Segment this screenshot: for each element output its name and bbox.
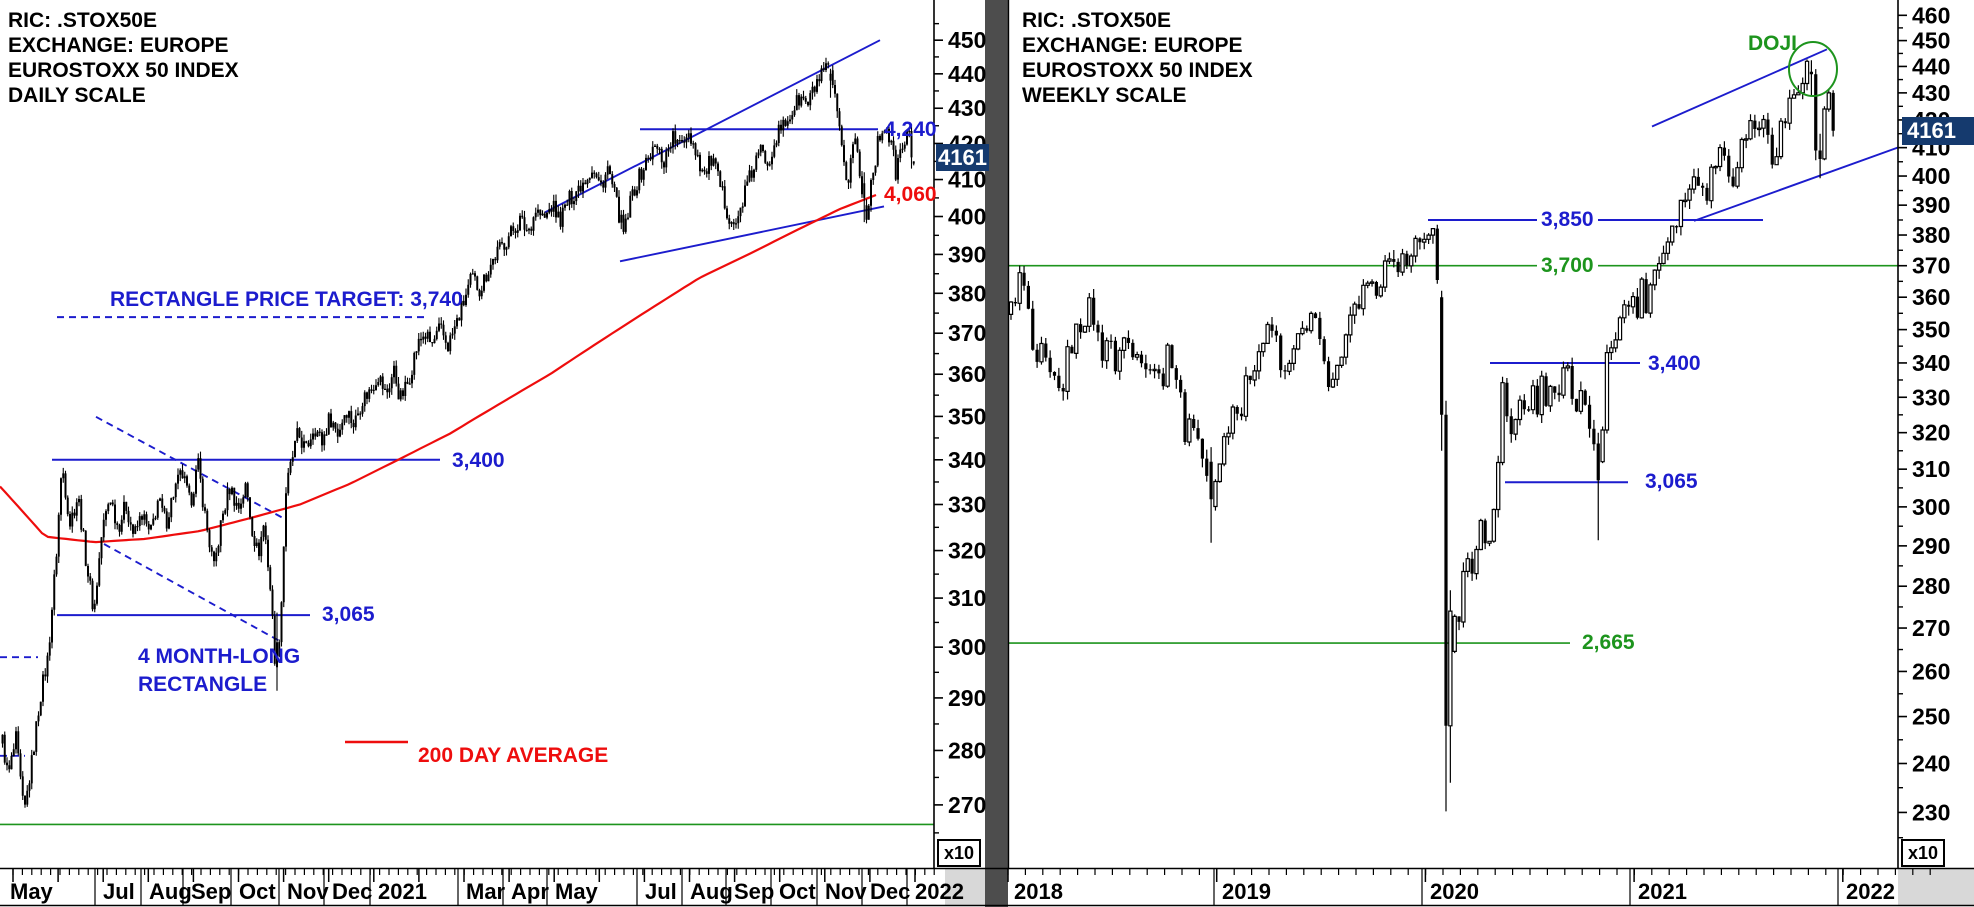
daily-instrument: EUROSTOXX 50 INDEX [8, 59, 239, 82]
weekly-x-label: 2020 [1430, 879, 1479, 904]
weekly-chart-header: RIC: .STOX50E EXCHANGE: EUROPE EUROSTOXX… [1022, 8, 1253, 108]
weekly-instrument: EUROSTOXX 50 INDEX [1022, 59, 1253, 82]
weekly-annotation-lines [1008, 48, 1898, 644]
weekly-exchange: EXCHANGE: EUROPE [1022, 34, 1243, 57]
daily-x-label: May [555, 879, 599, 904]
weekly-rising-wedge-upper [1651, 48, 1828, 128]
weekly-y-tick-label: 260 [1912, 658, 1950, 684]
daily-x-label: Oct [239, 879, 276, 904]
daily-ric: RIC: .STOX50E [8, 9, 157, 32]
daily-time-axis[interactable]: May Jul Aug Sep Oct Nov Dec 2021 Mar Apr May Jul Aug… [10, 869, 964, 906]
daily-x-label: Apr [511, 879, 549, 904]
weekly-y-tick-label: 460 [1912, 2, 1950, 28]
daily-falling-channel-lower [103, 543, 281, 643]
daily-x-label: Dec [870, 879, 910, 904]
weekly-x-label: 2019 [1222, 879, 1271, 904]
daily-200day-ma-line [0, 193, 877, 544]
last-price-badge-weekly: 4161 [1902, 117, 1974, 145]
last-price-badge-daily: 4161 [936, 144, 989, 171]
weekly-y-tick-label: 310 [1912, 456, 1950, 482]
daily-y-tick-label: 280 [948, 737, 986, 763]
daily-x-label: 2022 [915, 879, 964, 904]
weekly-y-tick-label: 370 [1912, 253, 1950, 279]
daily-chart[interactable]: 4504404304204104003903803703603503403303… [0, 0, 986, 906]
daily-y-tick-label: 290 [948, 685, 986, 711]
weekly-x-label: 2021 [1638, 879, 1687, 904]
weekly-y-tick-label: 390 [1912, 192, 1950, 218]
daily-x-label: Aug [149, 879, 192, 904]
axis-multiplier-weekly: x10 [1901, 839, 1946, 867]
weekly-y-tick-label: 230 [1912, 799, 1950, 825]
weekly-time-axis[interactable]: 2018 2019 2020 2021 2022 [1007, 869, 1931, 906]
daily-y-tick-label: 300 [948, 634, 986, 660]
weekly-x-label: 2022 [1846, 879, 1895, 904]
daily-y-tick-label: 440 [948, 61, 986, 87]
weekly-y-tick-label: 440 [1912, 53, 1950, 79]
daily-x-label: Jul [103, 879, 135, 904]
daily-y-tick-label: 370 [948, 320, 986, 346]
daily-y-tick-label: 310 [948, 585, 986, 611]
axis-multiplier-daily: x10 [937, 839, 982, 867]
weekly-price-axis[interactable]: 4604504404304204104003903803703603503403… [1897, 0, 1950, 868]
daily-y-tick-label: 390 [948, 241, 986, 267]
daily-x-label: Sep [191, 879, 231, 904]
weekly-y-tick-label: 240 [1912, 750, 1950, 776]
weekly-y-tick-label: 270 [1912, 615, 1950, 641]
weekly-y-tick-label: 300 [1912, 494, 1950, 520]
weekly-plot-area[interactable] [1008, 48, 1900, 812]
daily-x-label: Mar [466, 879, 506, 904]
daily-x-label: Nov [825, 879, 867, 904]
weekly-ric: RIC: .STOX50E [1022, 9, 1171, 32]
weekly-y-tick-label: 350 [1912, 317, 1950, 343]
daily-chart-header: RIC: .STOX50E EXCHANGE: EUROPE EUROSTOXX… [8, 8, 239, 108]
daily-y-tick-label: 350 [948, 403, 986, 429]
weekly-y-tick-label: 400 [1912, 163, 1950, 189]
daily-x-label: Nov [287, 879, 329, 904]
daily-y-tick-label: 320 [948, 538, 986, 564]
daily-exchange: EXCHANGE: EUROPE [8, 34, 229, 57]
daily-x-label: May [10, 879, 54, 904]
daily-y-tick-label: 380 [948, 280, 986, 306]
daily-scale: DAILY SCALE [8, 84, 146, 107]
daily-price-axis[interactable]: 4504404304204104003903803703603503403303… [933, 0, 986, 868]
daily-y-tick-label: 400 [948, 204, 986, 230]
daily-y-tick-label: 360 [948, 361, 986, 387]
weekly-y-tick-label: 290 [1912, 533, 1950, 559]
weekly-rising-wedge-lower [1693, 146, 1898, 222]
weekly-y-tick-label: 280 [1912, 573, 1950, 599]
weekly-y-tick-label: 360 [1912, 284, 1950, 310]
weekly-y-tick-label: 430 [1912, 80, 1950, 106]
daily-x-label: Oct [779, 879, 816, 904]
daily-y-tick-label: 430 [948, 95, 986, 121]
weekly-x-label: 2018 [1014, 879, 1063, 904]
weekly-y-tick-label: 320 [1912, 420, 1950, 446]
weekly-y-tick-label: 340 [1912, 350, 1950, 376]
daily-y-tick-label: 450 [948, 27, 986, 53]
daily-y-tick-label: 270 [948, 792, 986, 818]
daily-x-label: Dec [332, 879, 372, 904]
daily-x-label: Sep [734, 879, 774, 904]
weekly-y-tick-label: 330 [1912, 384, 1950, 410]
weekly-scale: WEEKLY SCALE [1022, 84, 1187, 107]
daily-y-tick-label: 340 [948, 447, 986, 473]
weekly-y-tick-label: 450 [1912, 28, 1950, 54]
weekly-doji-circle [1788, 41, 1838, 98]
daily-y-tick-label: 330 [948, 491, 986, 517]
weekly-y-tick-label: 380 [1912, 222, 1950, 248]
panel-divider [985, 0, 1008, 907]
weekly-y-tick-label: 250 [1912, 704, 1950, 730]
daily-x-label: 2021 [378, 879, 427, 904]
daily-plot-area[interactable] [0, 39, 934, 826]
weekly-chart[interactable]: 4604504404304204104003903803703603503403… [1007, 0, 1950, 906]
weekly-candles-up [1008, 60, 1831, 727]
daily-rising-wedge-lower [619, 205, 885, 263]
daily-x-label: Jul [645, 879, 677, 904]
